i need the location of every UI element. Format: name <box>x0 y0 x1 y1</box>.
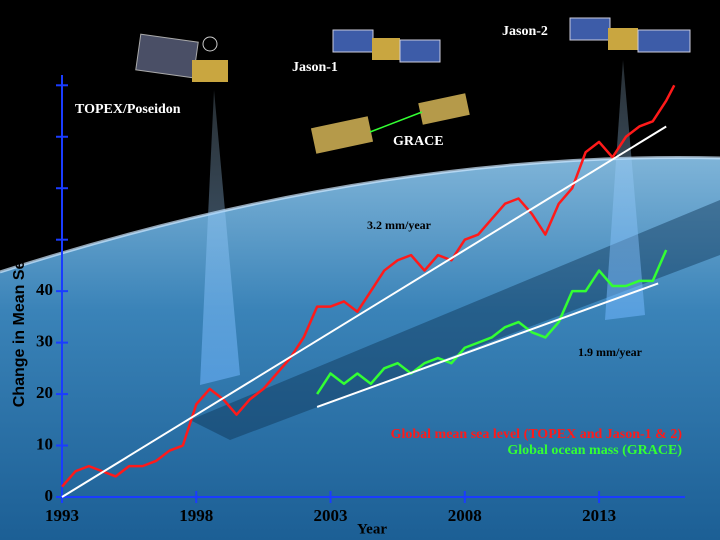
trend-line <box>316 282 659 408</box>
x-tick-label: 2008 <box>448 506 482 525</box>
y-tick-label: 80 <box>36 74 53 93</box>
y-axis-label: Change in Mean Sea Level (mm) <box>11 163 28 408</box>
y-tick-label: 30 <box>36 332 53 351</box>
y-tick-label: 60 <box>36 177 53 196</box>
y-tick-label: 50 <box>36 229 53 248</box>
annotation: TOPEX/Poseidon <box>75 102 181 117</box>
satellite-jason2 <box>569 17 691 53</box>
y-tick-label: 70 <box>36 126 53 145</box>
x-tick-label: 1998 <box>179 506 213 525</box>
x-tick-label: 1993 <box>45 506 79 525</box>
satellite-jason1 <box>332 29 441 63</box>
beam <box>605 60 645 320</box>
series-line <box>61 84 676 488</box>
trend-label: 3.2 mm/year <box>367 218 432 232</box>
trend-line <box>61 125 667 498</box>
y-tick-label: 10 <box>36 434 53 453</box>
y-tick-label: 0 <box>45 486 54 505</box>
x-tick-label: 2003 <box>314 506 348 525</box>
legend-entry: Global mean sea level (TOPEX and Jason-1… <box>391 427 683 442</box>
series-line <box>316 249 668 395</box>
annotation: GRACE <box>393 134 444 149</box>
satellite-grace <box>310 93 470 154</box>
trend-label: 1.9 mm/year <box>578 345 643 359</box>
annotation: Jason-1 <box>292 60 338 75</box>
beam <box>200 90 240 385</box>
earth <box>0 157 720 540</box>
legend-entry: Global ocean mass (GRACE) <box>507 443 682 458</box>
y-tick-label: 20 <box>36 383 53 402</box>
x-axis-label: Year <box>357 521 387 537</box>
y-tick-label: 40 <box>36 280 53 299</box>
ground-track <box>190 200 720 440</box>
satellite-topex <box>135 33 228 82</box>
annotation: Jason-2 <box>502 24 548 39</box>
x-tick-label: 2013 <box>582 506 616 525</box>
